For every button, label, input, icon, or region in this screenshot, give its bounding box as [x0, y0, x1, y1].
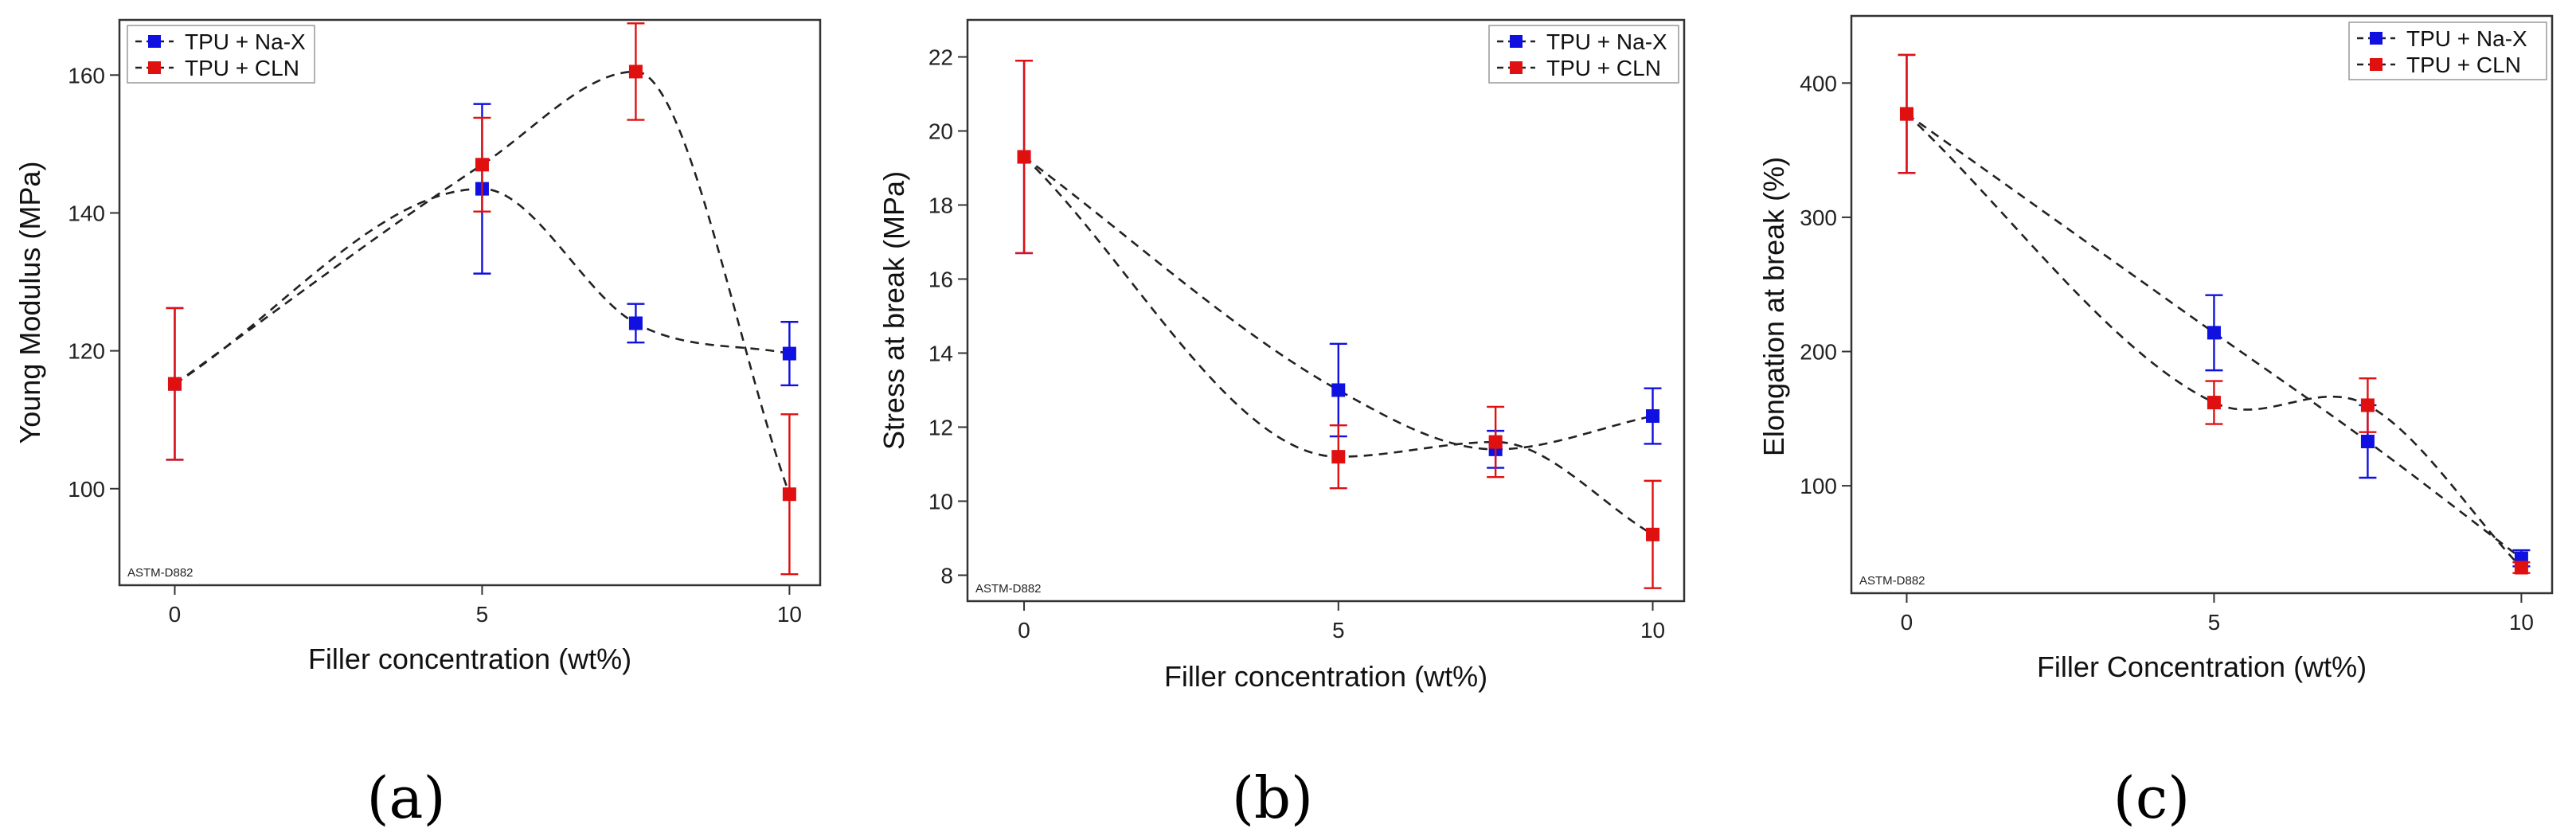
legend-marker — [1510, 61, 1523, 74]
legend-marker — [2370, 58, 2383, 71]
x-axis-title: Filler concentration (wt%) — [1164, 660, 1487, 693]
ticks: 0 5 10 100 120 140 160 — [68, 63, 802, 627]
fit-curve-tpu-cln — [1906, 113, 2523, 568]
x-tick-label: 10 — [1640, 618, 1665, 643]
data-point — [1488, 435, 1503, 449]
data-point — [628, 316, 643, 330]
x-tick-label: 10 — [2509, 610, 2534, 635]
plot-frame — [966, 18, 1686, 603]
fit-curves — [174, 70, 791, 495]
data-point — [2360, 434, 2375, 448]
fit-curves — [1023, 155, 1654, 536]
panel-caption-c: (c) — [2113, 764, 2191, 831]
data-point — [628, 64, 643, 79]
x-tick-label: 5 — [2208, 610, 2221, 635]
y-axis-title: Stress at break (MPa) — [878, 171, 910, 450]
x-tick-label: 5 — [476, 602, 489, 627]
x-axis-title: Filler concentration (wt%) — [308, 643, 631, 675]
y-tick-label: 140 — [68, 201, 105, 225]
data-point — [167, 377, 182, 391]
y-tick-label: 20 — [928, 119, 953, 143]
fit-curve-tpu-cln — [1023, 156, 1654, 536]
data-point — [782, 487, 796, 502]
y-tick-label: 10 — [928, 489, 953, 514]
ticks: 0 5 10 8 10 12 14 16 18 20 22 — [928, 45, 1665, 643]
y-tick-label: 120 — [68, 339, 105, 364]
data-markers — [1015, 59, 1662, 589]
data-point — [2207, 396, 2221, 410]
fit-curve-tpu-na-x — [174, 187, 790, 385]
fit-curve-tpu-na-x — [1023, 155, 1653, 451]
data-point — [2360, 398, 2375, 412]
x-tick-label: 0 — [169, 602, 182, 627]
data-point — [1017, 150, 1031, 164]
panel-c: 0 5 10 100 200 300 400 Filler Concentration (w… — [1757, 14, 2554, 831]
legend-marker — [1510, 35, 1523, 48]
data-point — [1646, 527, 1660, 541]
y-tick-label: 16 — [928, 267, 953, 291]
fit-curve-tpu-na-x — [1906, 113, 2523, 560]
fit-curve-tpu-cln — [174, 70, 791, 495]
legend-marker — [148, 35, 161, 48]
x-tick-label: 5 — [1332, 618, 1345, 643]
data-point — [1899, 107, 1913, 121]
panel-a: 0 5 10 100 120 140 160 Filler concentration (w… — [14, 18, 822, 831]
data-point — [782, 346, 796, 361]
data-point — [2207, 326, 2221, 340]
y-tick-label: 300 — [1800, 205, 1837, 230]
legend-label: TPU + CLN — [185, 56, 299, 80]
x-tick-label: 0 — [1901, 610, 1913, 635]
legend-label: TPU + Na-X — [2406, 26, 2527, 51]
standard-note: ASTM-D882 — [127, 566, 193, 580]
fit-curves — [1906, 113, 2523, 568]
legend-label: TPU + Na-X — [1546, 29, 1667, 54]
data-markers — [1898, 53, 2531, 575]
standard-note: ASTM-D882 — [975, 582, 1042, 596]
standard-note: ASTM-D882 — [1859, 574, 1925, 588]
data-markers — [166, 22, 799, 576]
y-tick-label: 200 — [1800, 340, 1837, 365]
y-tick-label: 18 — [928, 193, 953, 217]
x-axis-title: Filler Concentration (wt%) — [2037, 651, 2367, 683]
panel-caption-b: (b) — [1232, 764, 1313, 831]
ticks: 0 5 10 100 200 300 400 — [1800, 71, 2534, 635]
y-axis-title: Young Modulus (MPa) — [14, 162, 46, 444]
panel-b: 0 5 10 8 10 12 14 16 18 20 22 Filler concentration… — [878, 18, 1686, 831]
legend-label: TPU + CLN — [2406, 53, 2521, 77]
legend-label: TPU + Na-X — [185, 29, 306, 54]
data-point — [1331, 383, 1346, 397]
data-point — [2514, 561, 2528, 575]
y-tick-label: 8 — [940, 563, 953, 588]
y-tick-label: 400 — [1800, 71, 1837, 96]
x-tick-label: 0 — [1018, 618, 1030, 643]
panel-caption-a: (a) — [366, 764, 445, 831]
y-tick-label: 12 — [928, 415, 953, 440]
plot-frame — [1850, 14, 2554, 595]
y-tick-label: 160 — [68, 63, 105, 88]
y-tick-label: 22 — [928, 45, 953, 69]
data-point — [475, 158, 489, 172]
legend-label: TPU + CLN — [1546, 56, 1661, 80]
y-axis-title: Elongation at break (%) — [1757, 157, 1790, 456]
y-tick-label: 100 — [68, 477, 105, 502]
plot-frame — [118, 18, 822, 587]
data-point — [1646, 409, 1660, 424]
legend-marker — [2370, 32, 2383, 45]
data-point — [1331, 450, 1346, 464]
y-tick-label: 14 — [928, 341, 953, 365]
y-tick-label: 100 — [1800, 474, 1837, 498]
legend-marker — [148, 61, 161, 74]
x-tick-label: 10 — [777, 602, 802, 627]
